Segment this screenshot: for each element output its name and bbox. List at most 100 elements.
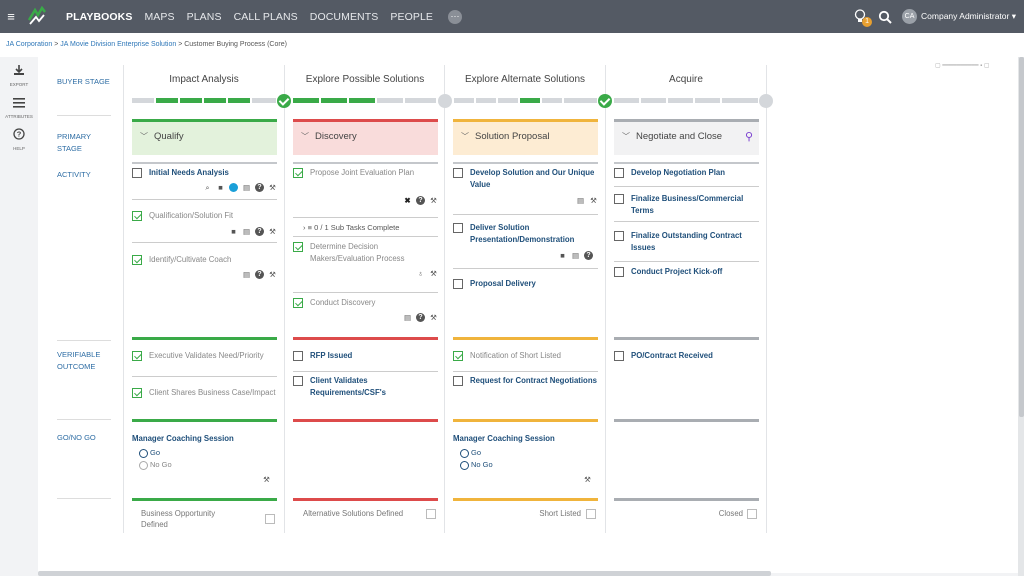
outcome-item[interactable]: Executive Validates Need/Priority	[132, 350, 277, 362]
wrench-icon[interactable]: ⚒	[584, 475, 591, 484]
go-radio[interactable]: Go	[139, 448, 160, 458]
chat-icon[interactable]	[229, 183, 238, 192]
activity-label[interactable]: Conduct Discovery	[310, 298, 376, 307]
no-go-radio[interactable]: No Go	[139, 460, 172, 470]
outcome-item[interactable]: PO/Contract Received	[614, 350, 759, 362]
help-button[interactable]: ? HELP	[0, 127, 38, 153]
outcome-item[interactable]: Client Shares Business Case/Impact	[132, 387, 277, 399]
help-icon[interactable]: ?	[416, 313, 425, 322]
pin-icon[interactable]: ⚲	[744, 131, 753, 143]
nav-plans[interactable]: PLANS	[186, 10, 222, 23]
clipboard-icon[interactable]: ▤	[242, 270, 251, 279]
outcome-checkbox[interactable]	[132, 388, 142, 398]
wrench-icon[interactable]: ⚒	[590, 196, 597, 205]
horizontal-scrollbar[interactable]	[38, 571, 771, 576]
activity-item[interactable]: Conduct Discovery	[293, 297, 438, 309]
stage-complete-icon[interactable]	[598, 94, 612, 108]
activity-label[interactable]: Initial Needs Analysis	[149, 168, 229, 177]
search-icon[interactable]	[878, 10, 892, 24]
activity-checkbox[interactable]	[293, 168, 303, 178]
avatar[interactable]: CA	[902, 9, 918, 24]
clipboard-icon[interactable]: ▤	[403, 313, 412, 322]
activity-item[interactable]: Deliver Solution Presentation/Demonstrat…	[453, 222, 598, 245]
wrench-icon[interactable]: ⚒	[263, 475, 270, 484]
clipboard-icon[interactable]: ▤	[571, 251, 580, 260]
app-logo[interactable]	[24, 5, 50, 29]
exit-criteria-checkbox[interactable]	[265, 514, 275, 524]
activity-checkbox[interactable]	[453, 168, 463, 178]
activity-checkbox[interactable]	[132, 211, 142, 221]
outcome-label[interactable]: Executive Validates Need/Priority	[149, 351, 264, 360]
activity-label[interactable]: Propose Joint Evaluation Plan	[310, 168, 415, 177]
user-menu[interactable]: Company Administrator ▾	[921, 11, 1016, 21]
outcome-checkbox[interactable]	[132, 351, 142, 361]
activity-checkbox[interactable]	[293, 242, 303, 252]
outcome-item[interactable]: RFP Issued	[293, 350, 438, 362]
lightbulb-icon[interactable]: ♁	[417, 269, 424, 278]
outcome-label[interactable]: Notification of Short Listed	[470, 351, 562, 360]
outcome-item[interactable]: Request for Contract Negotiations	[453, 375, 598, 387]
nav-people[interactable]: PEOPLE	[390, 10, 433, 23]
activity-label[interactable]: Finalize Outstanding Contract Issues	[631, 231, 742, 252]
outcome-checkbox[interactable]	[293, 351, 303, 361]
activity-item[interactable]: Identify/Cultivate Coach	[132, 254, 277, 266]
menu-icon[interactable]: ≡	[7, 9, 15, 24]
stage-complete-icon[interactable]	[277, 94, 291, 108]
activity-label[interactable]: Determine Decision Makers/Evaluation Pro…	[310, 242, 405, 263]
wrench-icon[interactable]: ⚒	[430, 196, 437, 205]
chevron-down-icon[interactable]: ﹀	[622, 132, 630, 141]
wrench-icon[interactable]: ⚒	[430, 269, 437, 278]
activity-item[interactable]: Develop Solution and Our Unique Value	[453, 167, 598, 190]
wrench-icon[interactable]: ⚒	[269, 183, 276, 192]
video-icon[interactable]: ■	[218, 183, 223, 192]
more-menu-button[interactable]: ···	[448, 9, 462, 24]
outcome-checkbox[interactable]	[614, 351, 624, 361]
breadcrumb-link-corporation[interactable]: JA Corporation	[6, 41, 53, 48]
clipboard-icon[interactable]: ▤	[242, 227, 251, 236]
nav-playbooks[interactable]: PLAYBOOKS	[66, 10, 133, 23]
stage-node-icon[interactable]	[438, 94, 452, 108]
video-icon[interactable]: ■	[231, 227, 236, 236]
outcome-label[interactable]: PO/Contract Received	[631, 351, 713, 360]
primary-stage-qualify[interactable]: ﹀ Qualify	[132, 119, 277, 155]
activity-item[interactable]: Determine Decision Makers/Evaluation Pro…	[293, 241, 438, 264]
activity-item[interactable]: Initial Needs Analysis	[132, 167, 277, 179]
activity-checkbox[interactable]	[614, 231, 624, 241]
wrench-icon[interactable]: ⚒	[269, 227, 276, 236]
wrench-icon[interactable]: ⚒	[269, 270, 276, 279]
activity-label[interactable]: Identify/Cultivate Coach	[149, 255, 232, 264]
activity-checkbox[interactable]	[293, 298, 303, 308]
chevron-down-icon[interactable]: ﹀	[461, 132, 469, 141]
help-icon[interactable]: ?	[255, 183, 264, 192]
outcome-item[interactable]: Notification of Short Listed	[453, 350, 598, 362]
clipboard-icon[interactable]: ▤	[242, 183, 251, 192]
nav-documents[interactable]: DOCUMENTS	[309, 10, 379, 23]
activity-label[interactable]: Conduct Project Kick-off	[631, 267, 723, 276]
go-radio[interactable]: Go	[460, 448, 481, 458]
outcome-checkbox[interactable]	[453, 351, 463, 361]
zoom-control[interactable]: ▢ ━━━━━━━━━━ ▪ ▢	[935, 63, 990, 69]
outcome-checkbox[interactable]	[293, 376, 303, 386]
lightbulb-icon[interactable]: 1	[854, 8, 873, 27]
activity-item[interactable]: Finalize Business/Commercial Terms	[614, 193, 759, 216]
activity-item[interactable]: Conduct Project Kick-off	[614, 266, 759, 278]
activity-label[interactable]: Proposal Delivery	[470, 279, 536, 288]
outcome-item[interactable]: Client Validates Requirements/CSF's	[293, 375, 438, 398]
clipboard-icon[interactable]: ▤	[576, 196, 585, 205]
exit-criteria-checkbox[interactable]	[426, 509, 436, 519]
stage-node-icon[interactable]	[759, 94, 773, 108]
primary-stage-solution-proposal[interactable]: ﹀ Solution Proposal	[453, 119, 598, 155]
activity-checkbox[interactable]	[453, 279, 463, 289]
nav-maps[interactable]: MAPS	[144, 10, 175, 23]
export-button[interactable]: EXPORT	[0, 63, 38, 89]
activity-checkbox[interactable]	[614, 267, 624, 277]
outcome-label[interactable]: Client Shares Business Case/Impact	[149, 388, 276, 397]
primary-stage-discovery[interactable]: ﹀ Discovery	[293, 119, 438, 155]
outcome-label[interactable]: Client Validates Requirements/CSF's	[310, 376, 386, 397]
exit-criteria-checkbox[interactable]	[586, 509, 596, 519]
activity-checkbox[interactable]	[132, 255, 142, 265]
help-icon[interactable]: ?	[584, 251, 593, 260]
attributes-button[interactable]: ATTRIBUTES	[0, 95, 38, 121]
chevron-right-icon[interactable]: ›	[303, 223, 306, 232]
outcome-label[interactable]: Request for Contract Negotiations	[470, 376, 597, 385]
